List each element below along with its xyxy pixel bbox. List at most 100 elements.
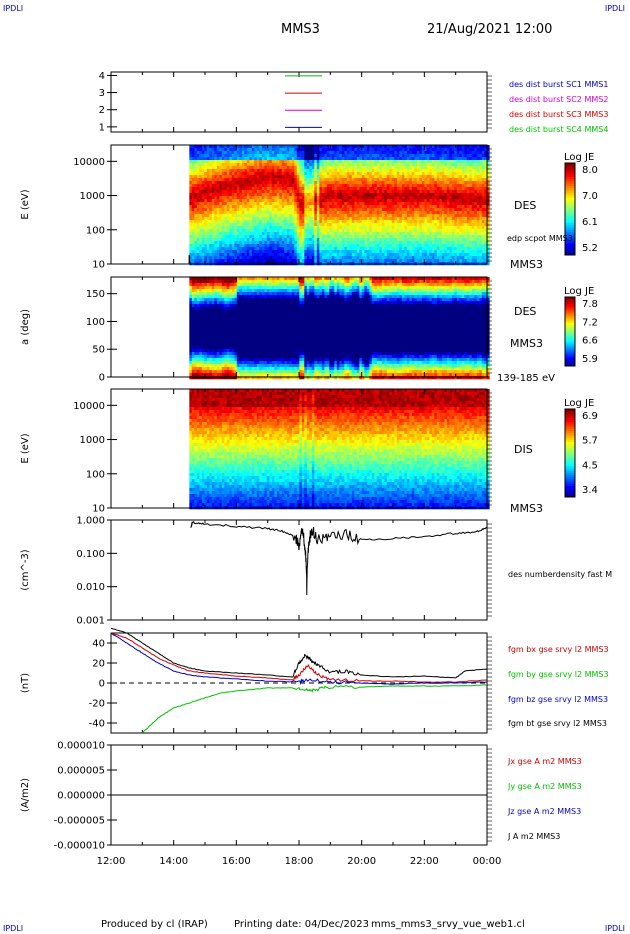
spectrogram-cell bbox=[366, 175, 370, 179]
spectrogram-cell bbox=[266, 211, 270, 215]
spectrogram-cell bbox=[209, 229, 213, 233]
spectrogram-cell bbox=[201, 157, 205, 161]
spectrogram-cell bbox=[194, 220, 198, 224]
spectrogram-cell bbox=[469, 232, 473, 236]
spectrogram-cell bbox=[216, 241, 220, 245]
spectrogram-cell bbox=[289, 148, 293, 152]
spectrogram-cell bbox=[351, 148, 355, 152]
spectrogram-cell bbox=[436, 196, 440, 200]
spectrogram-cell bbox=[441, 172, 445, 176]
spectrogram-cell bbox=[311, 229, 315, 233]
spectrogram-cell bbox=[334, 205, 338, 209]
spectrogram-cell bbox=[421, 145, 425, 149]
spectrogram-cell bbox=[226, 184, 230, 188]
spectrogram-cell bbox=[486, 181, 490, 185]
spectrogram-cell bbox=[239, 190, 243, 194]
spectrogram-cell bbox=[441, 169, 445, 173]
spectrogram-cell bbox=[276, 223, 280, 227]
spectrogram-cell bbox=[239, 253, 243, 257]
spectrogram-cell bbox=[366, 181, 370, 185]
spectrogram-cell bbox=[259, 154, 263, 158]
spectrogram-cell bbox=[324, 238, 328, 242]
spectrogram-cell bbox=[209, 163, 213, 167]
spectrogram-cell bbox=[396, 169, 400, 173]
spectrogram-cell bbox=[206, 208, 210, 212]
spectrogram-cell bbox=[321, 214, 325, 218]
spectrogram-cell bbox=[256, 244, 260, 248]
spectrogram-cell bbox=[191, 148, 195, 152]
spectrogram-cell bbox=[376, 223, 380, 227]
spectrogram-cell bbox=[249, 208, 253, 212]
spectrogram-cell bbox=[329, 238, 333, 242]
right-label: MMS3 bbox=[510, 258, 543, 271]
spectrogram-cell bbox=[381, 205, 385, 209]
spectrogram-cell bbox=[379, 178, 383, 182]
spectrogram-cell bbox=[269, 148, 273, 152]
spectrogram-cell bbox=[321, 259, 325, 263]
spectrogram-cell bbox=[331, 244, 335, 248]
spectrogram-cell bbox=[354, 217, 358, 221]
spectrogram-cell bbox=[344, 169, 348, 173]
spectrogram-cell bbox=[234, 145, 238, 149]
spectrogram-cell bbox=[369, 154, 373, 158]
spectrogram-cell bbox=[456, 226, 460, 230]
spectrogram-cell bbox=[394, 169, 398, 173]
spectrogram-cell bbox=[354, 148, 358, 152]
spectrogram-cell bbox=[479, 256, 483, 260]
spectrogram-cell bbox=[371, 196, 375, 200]
y-tick-label: 1 bbox=[99, 122, 105, 133]
spectrogram-cell bbox=[356, 199, 360, 203]
spectrogram-cell bbox=[244, 259, 248, 263]
spectrogram-cell bbox=[299, 181, 303, 185]
spectrogram-cell bbox=[284, 247, 288, 251]
spectrogram-cell bbox=[294, 172, 298, 176]
spectrogram-cell bbox=[214, 220, 218, 224]
spectrogram-cell bbox=[416, 208, 420, 212]
spectrogram-cell bbox=[484, 229, 488, 233]
spectrogram-cell bbox=[429, 253, 433, 257]
spectrogram-cell bbox=[261, 238, 265, 242]
spectrogram-cell bbox=[319, 151, 323, 155]
spectrogram-cell bbox=[354, 169, 358, 173]
colorbar-cell bbox=[565, 204, 575, 208]
spectrogram-cell bbox=[319, 190, 323, 194]
spectrogram-cell bbox=[359, 247, 363, 251]
colorbar-cell bbox=[565, 211, 575, 215]
spectrogram-cell bbox=[424, 244, 428, 248]
spectrogram-cell bbox=[361, 187, 365, 191]
spectrogram-cell bbox=[256, 193, 260, 197]
spectrogram-cell bbox=[406, 211, 410, 215]
spectrogram-cell bbox=[344, 202, 348, 206]
spectrogram-cell bbox=[194, 208, 198, 212]
spectrogram-cell bbox=[434, 187, 438, 191]
spectrogram-cell bbox=[221, 226, 225, 230]
spectrogram-cell bbox=[229, 232, 233, 236]
spectrogram-cell bbox=[316, 151, 320, 155]
spectrogram-cell bbox=[351, 223, 355, 227]
spectrogram-cell bbox=[279, 184, 283, 188]
spectrogram-cell bbox=[474, 202, 478, 206]
spectrogram-cell bbox=[429, 157, 433, 161]
spectrogram-cell bbox=[449, 187, 453, 191]
spectrogram-cell bbox=[356, 229, 360, 233]
spectrogram-cell bbox=[424, 214, 428, 218]
spectrogram-cell bbox=[449, 220, 453, 224]
spectrogram-cell bbox=[241, 226, 245, 230]
spectrogram-cell bbox=[401, 220, 405, 224]
spectrogram-cell bbox=[236, 256, 240, 260]
spectrogram-cell bbox=[249, 166, 253, 170]
spectrogram-cell bbox=[431, 199, 435, 203]
spectrogram-cell bbox=[259, 175, 263, 179]
spectrogram-cell bbox=[481, 235, 485, 239]
spectrogram-cell bbox=[434, 238, 438, 242]
spectrogram-cell bbox=[259, 220, 263, 224]
spectrogram-cell bbox=[429, 154, 433, 158]
spectrogram-cell bbox=[374, 235, 378, 239]
spectrogram-cell bbox=[324, 256, 328, 260]
spectrogram-cell bbox=[349, 259, 353, 263]
spectrogram-cell bbox=[259, 181, 263, 185]
spectrogram-cell bbox=[409, 157, 413, 161]
spectrogram-cell bbox=[284, 250, 288, 254]
spectrogram-cell bbox=[251, 247, 255, 251]
spectrogram-cell bbox=[229, 199, 233, 203]
